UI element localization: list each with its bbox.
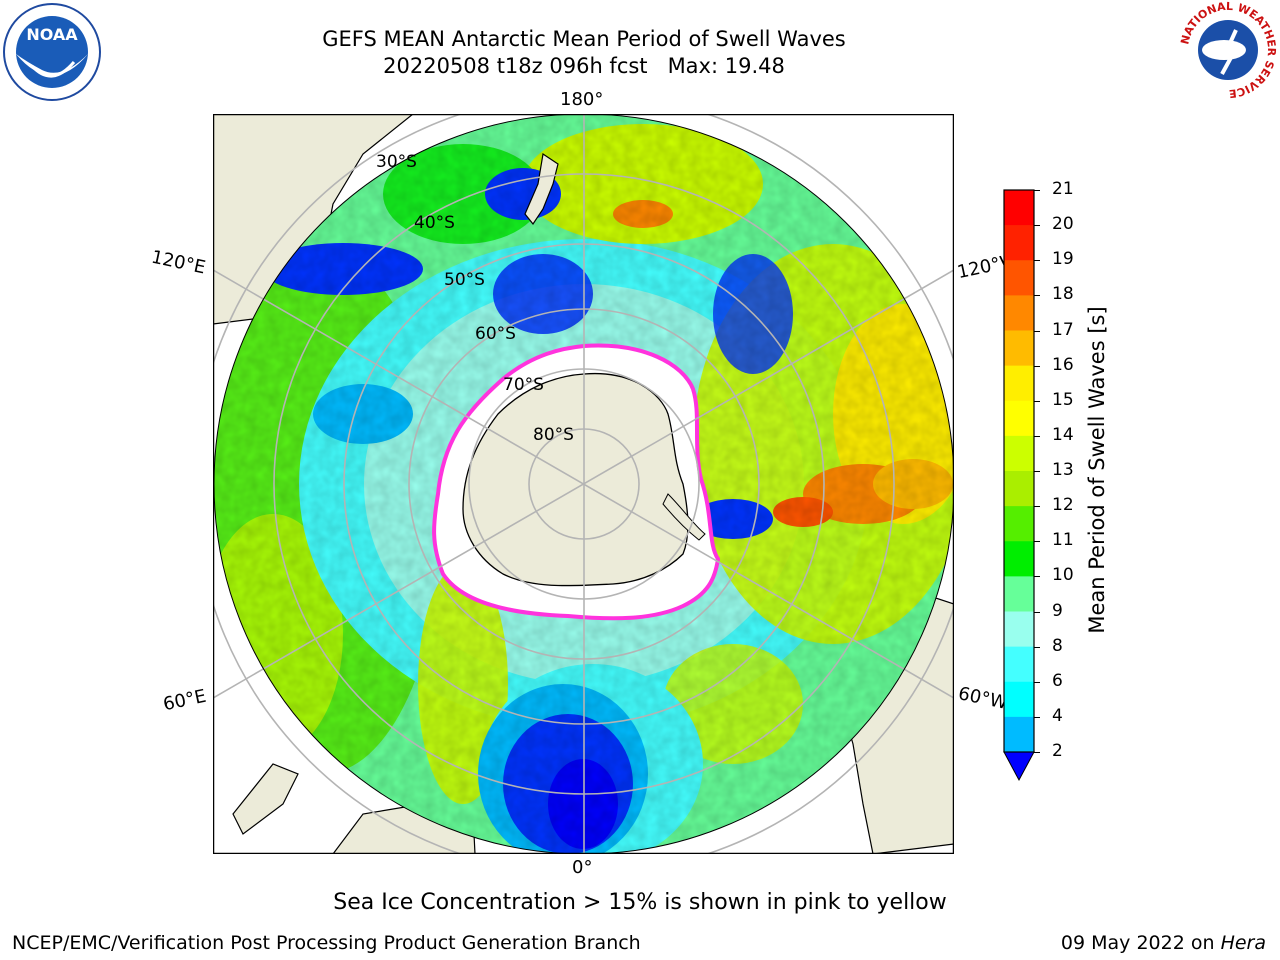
- land-newzealand: [524, 152, 559, 226]
- lon-label-60e: 60°E: [161, 685, 208, 716]
- lat-label-80s: 80°S: [533, 425, 574, 445]
- colorbar-tick-mark: [1034, 400, 1040, 402]
- colorbar-tick-label: 17: [1052, 319, 1074, 340]
- colorbar-tick-mark: [1034, 541, 1040, 543]
- colorbar-tick-label: 2: [1052, 741, 1063, 761]
- colorbar-label: Mean Period of Swell Waves [s]: [1085, 306, 1109, 634]
- lon-label-180: 180°: [560, 89, 604, 110]
- colorbar-tick-label: 14: [1052, 424, 1074, 445]
- colorbar-segment: [1004, 541, 1034, 577]
- colorbar-segment: [1004, 365, 1034, 402]
- svg-text:NOAA: NOAA: [26, 25, 78, 44]
- colorbar-tick-label: 6: [1052, 670, 1063, 691]
- colorbar-segment: [1004, 435, 1034, 472]
- colorbar-under-arrow: [1003, 751, 1035, 782]
- colorbar-tick-mark: [1034, 471, 1040, 472]
- colorbar-segment: [1004, 681, 1034, 718]
- colorbar-segment: [1004, 260, 1034, 296]
- colorbar-tick-mark: [1034, 365, 1040, 367]
- colorbar-segment: [1004, 330, 1034, 367]
- colorbar-tick-mark: [1034, 330, 1040, 332]
- colorbar-tick-label: 18: [1052, 284, 1074, 305]
- colorbar-segment: [1004, 295, 1034, 331]
- colorbar-tick-mark: [1034, 225, 1040, 227]
- colorbar-tick-label: 11: [1052, 530, 1074, 551]
- lat-label-50s: 50°S: [444, 270, 485, 290]
- colorbar-tick-mark: [1034, 190, 1040, 191]
- chart-subtitle: 20220508 t18z 096h fcst Max: 19.48: [383, 54, 785, 78]
- colorbar-tick-label: 16: [1052, 354, 1074, 375]
- colorbar-tick-mark: [1034, 646, 1040, 648]
- footer-date-text: 09 May 2022 on: [1060, 932, 1215, 954]
- colorbar-tick-mark: [1034, 611, 1040, 613]
- colorbar-segment: [1004, 190, 1034, 226]
- colorbar-segment: [1004, 716, 1034, 753]
- colorbar-tick-label: 20: [1052, 214, 1074, 235]
- colorbar-segment: [1004, 400, 1034, 437]
- colorbar-tick-mark: [1034, 716, 1040, 718]
- lat-label-60s: 60°S: [475, 324, 516, 344]
- colorbar-tick-mark: [1034, 506, 1040, 508]
- footer-credit: NCEP/EMC/Verification Post Processing Pr…: [12, 932, 641, 954]
- footer-date: 09 May 2022 on Hera: [1061, 932, 1266, 954]
- colorbar-tick-mark: [1034, 435, 1040, 437]
- colorbar-tick-label: 4: [1052, 705, 1063, 726]
- nws-logo: NATIONAL WEATHER SERVICE: [1178, 0, 1278, 100]
- land-antarctic-peninsula: [662, 493, 706, 541]
- colorbar-tick-mark: [1034, 260, 1040, 262]
- noaa-logo: NOAA: [3, 3, 101, 101]
- colorbar-segment: [1004, 611, 1034, 648]
- sea-ice-note: Sea Ice Concentration > 15% is shown in …: [333, 890, 947, 915]
- colorbar-segment: [1004, 471, 1034, 507]
- colorbar-tick-label: 15: [1052, 389, 1074, 410]
- colorbar: [1003, 189, 1035, 782]
- colorbar-segment: [1004, 225, 1034, 261]
- colorbar-tick-mark: [1034, 752, 1040, 753]
- colorbar-segment: [1004, 506, 1034, 542]
- colorbar-tick-label: 8: [1052, 635, 1063, 656]
- colorbar-tick-label: 12: [1052, 495, 1074, 516]
- lat-label-40s: 40°S: [414, 213, 455, 233]
- colorbar-segment: [1004, 576, 1034, 612]
- colorbar-tick-label: 13: [1052, 460, 1074, 480]
- colorbar-tick-label: 9: [1052, 600, 1063, 621]
- lon-label-120e: 120°E: [149, 246, 208, 279]
- colorbar-tick-label: 10: [1052, 565, 1074, 586]
- lat-label-70s: 70°S: [503, 375, 544, 395]
- colorbar-tick-label: 21: [1052, 179, 1074, 199]
- chart-title: GEFS MEAN Antarctic Mean Period of Swell…: [322, 27, 846, 51]
- lat-label-30s: 30°S: [376, 152, 417, 172]
- land-madagascar: [232, 763, 299, 835]
- colorbar-segment: [1004, 646, 1034, 683]
- polar-map: [213, 114, 954, 854]
- colorbar-tick-mark: [1034, 576, 1040, 578]
- colorbar-tick-mark: [1034, 295, 1040, 297]
- colorbar-tick-mark: [1034, 681, 1040, 683]
- lon-label-0: 0°: [572, 857, 593, 878]
- colorbar-tick-label: 19: [1052, 249, 1074, 270]
- footer-host: Hera: [1220, 932, 1266, 954]
